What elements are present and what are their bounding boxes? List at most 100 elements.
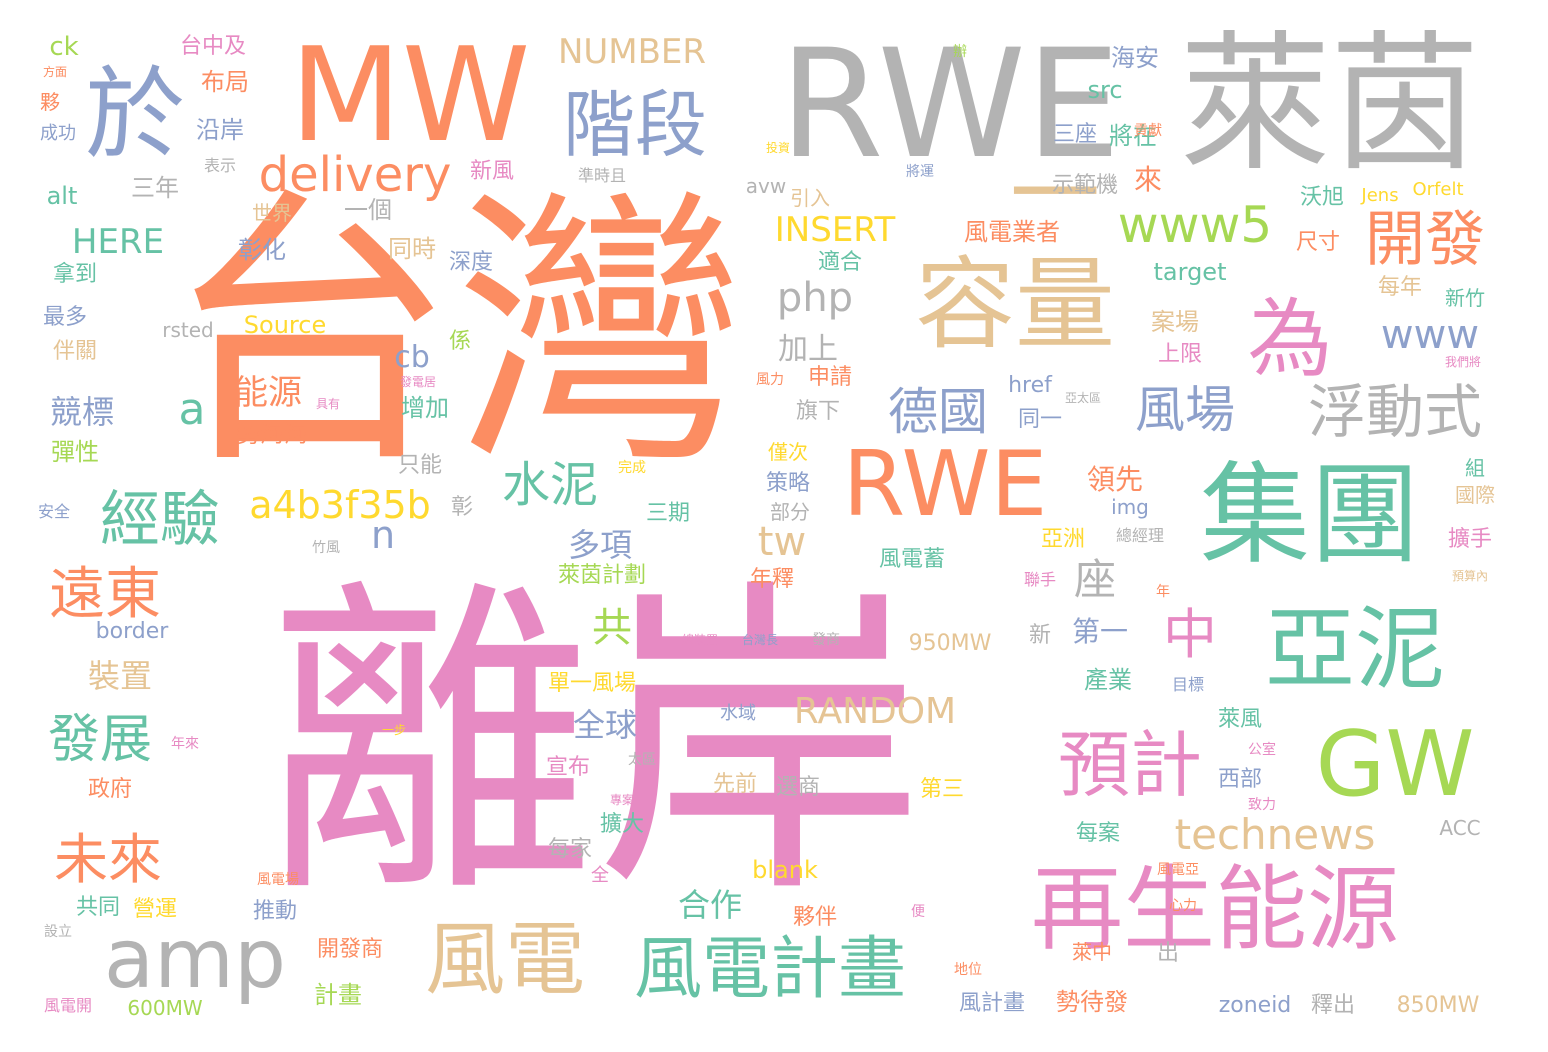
cloud-word: 世界 [252,201,292,225]
cloud-word: blank [752,856,818,884]
cloud-word: 每案 [1075,821,1121,846]
cloud-word: 來 [1133,163,1163,196]
cloud-word: 年 [1156,584,1170,600]
cloud-word: 階段 [562,83,708,167]
cloud-word: 風電亞 [1157,862,1199,878]
cloud-word: 深度 [448,250,494,275]
cloud-word: 引入 [790,186,830,210]
cloud-word: alt [46,182,78,210]
cloud-word: 沿岸 [196,116,244,144]
cloud-word: 彰化 [238,236,286,264]
cloud-word: 尺寸 [1295,230,1341,255]
cloud-word: 能源 [234,373,302,413]
cloud-word: 再生能源 [1030,856,1400,963]
cloud-word: 三座 [1052,122,1098,147]
cloud-word: 海安 [1111,44,1159,72]
cloud-word: 共 [592,605,632,651]
cloud-word: 水泥 [501,457,599,513]
cloud-word: 只能 [397,453,443,478]
cloud-word: 計畫 [314,981,362,1009]
cloud-word: 辦 [953,44,967,60]
cloud-word: 發電居 [399,375,437,389]
cloud-word: 拿到 [52,262,98,287]
cloud-word: 致力 [1248,797,1276,813]
cloud-word: Orfelt [1412,179,1464,200]
cloud-word: 風電開 [43,996,93,1015]
cloud-word: 案場 [1151,308,1199,336]
cloud-word: avw [745,174,787,198]
cloud-word: HERE [71,222,165,262]
cloud-word: 心力 [1169,898,1197,914]
cloud-word: amp [103,912,287,1007]
cloud-word: www5 [1117,196,1273,254]
cloud-word: 預計 [1057,723,1203,807]
cloud-word: 推動 [252,899,298,924]
cloud-word: INSERT [774,210,896,250]
cloud-word: technews [1174,810,1376,859]
cloud-word: 伴關 [52,339,98,364]
cloud-word: 亞泥 [1265,597,1445,702]
cloud-word: 一步 [381,723,407,737]
cloud-word: 貢獻 [1134,123,1162,139]
cloud-word: 開發 [1365,205,1485,275]
cloud-word: 每年 [1377,275,1423,300]
cloud-word: 公室 [1248,742,1276,758]
cloud-word: 風力 [756,372,784,388]
cloud-word: RWE [779,18,1121,192]
cloud-word: 申請 [807,365,853,390]
cloud-word: 組 [1465,456,1485,480]
cloud-word: 年來 [171,736,199,752]
cloud-word: tw [757,519,807,565]
cloud-word: 部分 [770,500,810,524]
cloud-word: 太區 [628,752,656,768]
cloud-word: 彰 [450,495,474,520]
cloud-word: 新竹 [1445,286,1485,310]
cloud-word: 裝置 [87,657,153,695]
cloud-word: 風電計畫 [633,930,907,1009]
cloud-word: Jens [1361,185,1399,206]
cloud-word: 座 [1073,555,1117,604]
cloud-word: 一 [1010,142,1100,247]
cloud-word: 950MW [908,631,992,656]
cloud-word: 產業 [1084,666,1132,694]
cloud-word: 預算內 [1451,569,1489,583]
cloud-word: 第三 [919,777,965,802]
cloud-word: 勢待發 [1056,988,1128,1016]
cloud-word: 台灣長 [741,633,779,647]
cloud-word: 彈性 [51,438,99,466]
cloud-word: 風電 [425,913,585,1006]
cloud-word: NUMBER [557,32,707,72]
cloud-word: 加上 [778,332,838,367]
cloud-word: 宣布 [545,755,591,780]
cloud-word: RANDOM [793,691,957,732]
cloud-word: 一個 [344,196,392,224]
cloud-word: 先前 [712,772,758,797]
cloud-word: 準時且 [577,166,627,185]
cloud-word: 便 [911,904,925,920]
cloud-word: 選商 [775,775,821,800]
cloud-word: 方面 [42,65,68,79]
cloud-word: 開發商 [316,937,384,962]
cloud-word: 中 [1163,603,1217,666]
cloud-word: 共同 [75,895,121,920]
cloud-word: 萊茵計劃 [557,563,647,588]
cloud-word: 我們將 [1444,355,1482,369]
cloud-word: 經驗 [100,485,220,555]
cloud-word: 風電場 [257,872,299,888]
cloud-word: 擴大 [599,812,645,837]
cloud-word: 容量 [915,246,1115,363]
cloud-word: 風計畫 [958,991,1026,1016]
cloud-word: target [1153,258,1227,286]
cloud-word: 沃旭 [1299,185,1345,210]
cloud-word: 國際 [1455,483,1495,507]
cloud-word: a4b3f35b [249,483,431,527]
cloud-word: 新風 [469,159,515,184]
cloud-word: ck [49,32,79,62]
cloud-word: 於 [85,56,185,173]
cloud-word: 同一 [1017,407,1063,432]
cloud-word: 德國 [888,383,988,441]
cloud-word: 具有 [315,397,341,411]
cloud-word: 600MW [127,996,203,1020]
cloud-word: 台中及 [179,34,247,59]
cloud-word: 競標 [49,393,115,431]
